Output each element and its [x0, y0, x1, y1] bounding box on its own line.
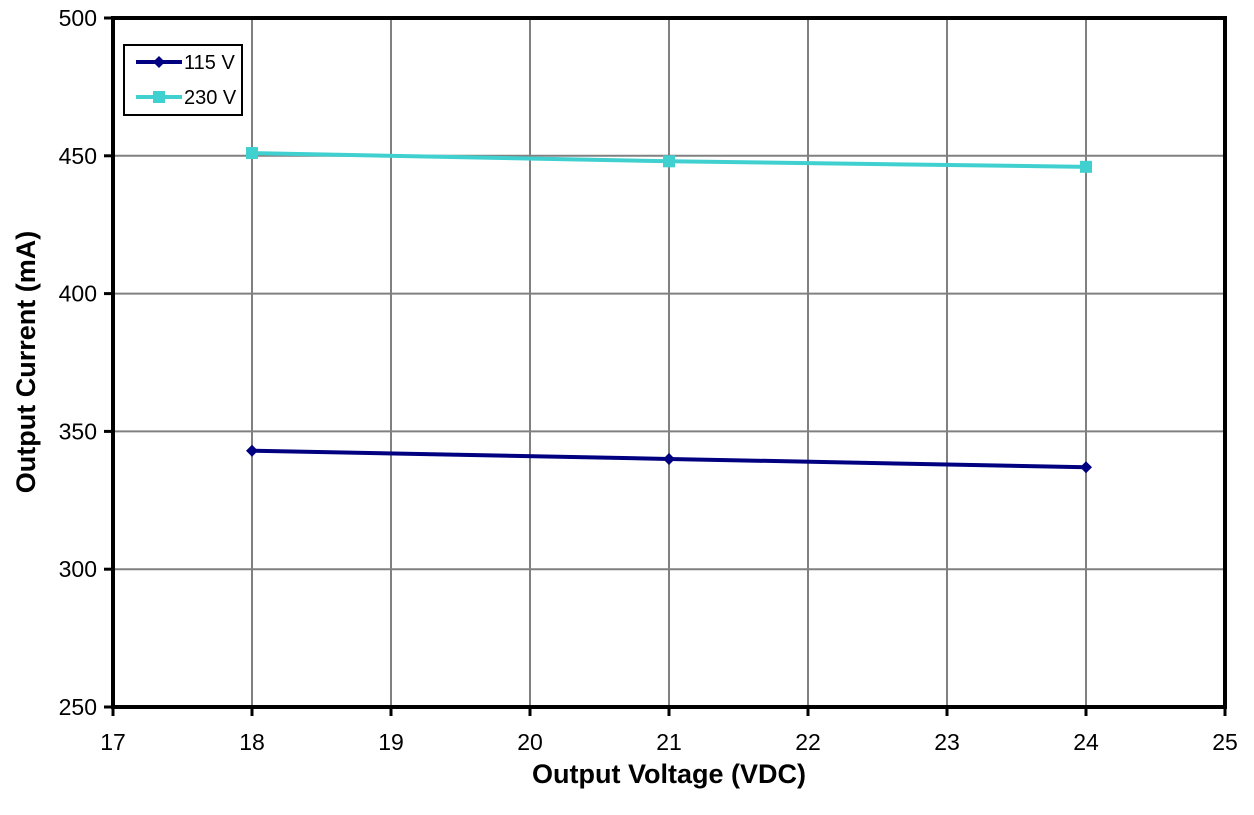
data-point [246, 147, 258, 160]
y-tick-label: 400 [59, 281, 97, 307]
legend-box [123, 44, 243, 116]
y-axis-title: Output Current (mA) [11, 231, 41, 493]
legend-label-230v: 230 V [184, 87, 237, 109]
x-tick-label: 25 [1212, 729, 1238, 755]
data-point [1080, 461, 1092, 474]
y-axis-ticks: 250 300 350 400 450 500 [59, 5, 113, 720]
legend-marker-230v [153, 91, 165, 103]
x-tick-label: 24 [1073, 729, 1099, 755]
data-point [663, 155, 675, 168]
y-tick-label: 300 [59, 556, 97, 582]
x-tick-label: 20 [517, 729, 543, 755]
y-tick-label: 500 [59, 5, 97, 31]
grid-lines [112, 17, 1226, 708]
x-axis-title: Output Voltage (VDC) [532, 759, 806, 789]
x-tick-label: 22 [795, 729, 821, 755]
series-230v [246, 147, 1092, 173]
x-tick-label: 21 [656, 729, 682, 755]
data-point [1080, 160, 1092, 173]
x-axis-ticks: 17 18 19 20 21 22 23 24 25 [100, 707, 1238, 755]
series-115v [246, 444, 1092, 474]
data-point [246, 444, 258, 457]
x-tick-label: 18 [239, 729, 265, 755]
y-tick-label: 250 [59, 694, 97, 720]
data-point [663, 452, 675, 465]
legend-label-115v: 115 V [184, 52, 235, 74]
y-tick-label: 450 [59, 143, 97, 169]
legend-marker-115v [153, 56, 165, 68]
legend: 115 V 230 V [123, 44, 243, 116]
x-tick-label: 23 [934, 729, 960, 755]
y-tick-label: 350 [59, 418, 97, 444]
x-tick-label: 17 [100, 729, 126, 755]
series-layer [246, 147, 1092, 474]
x-tick-label: 19 [378, 729, 404, 755]
